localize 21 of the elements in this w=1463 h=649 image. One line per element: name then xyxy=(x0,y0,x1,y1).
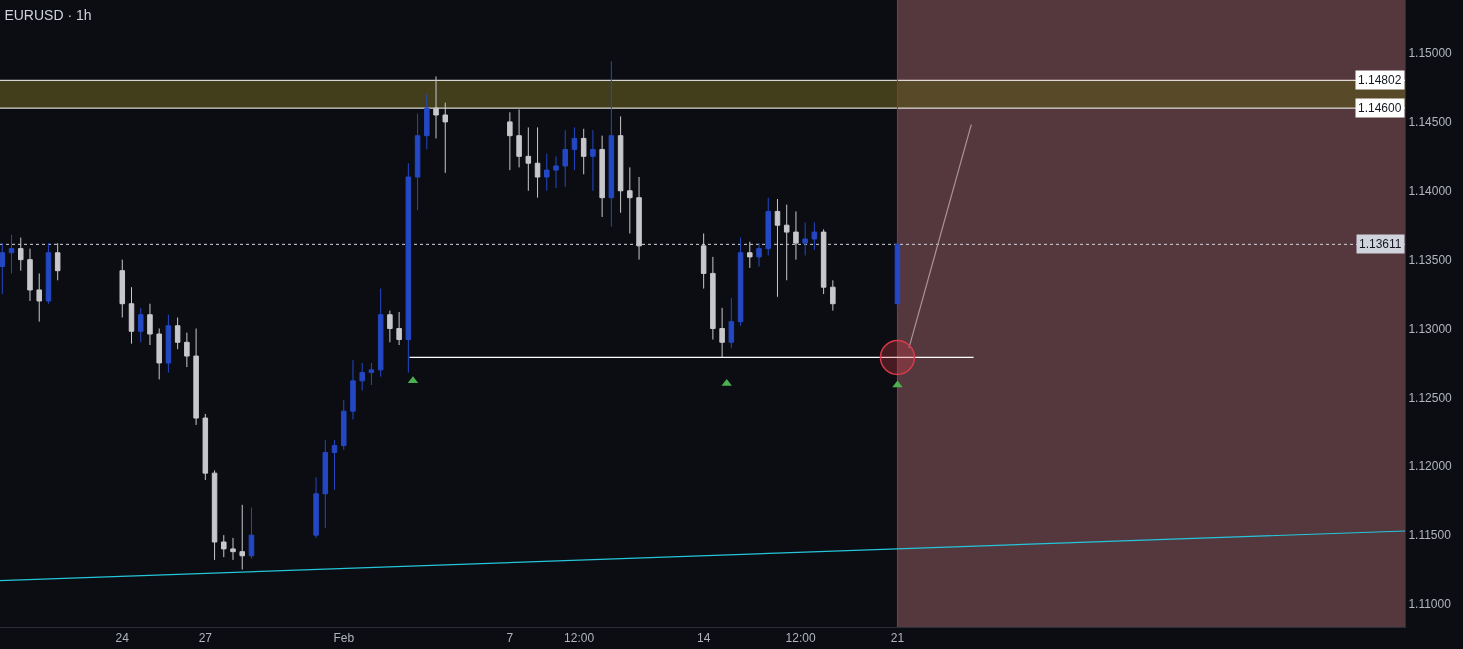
x-tick-label: 24 xyxy=(115,631,130,646)
x-tick-label: 7 xyxy=(506,631,514,646)
y-tick-label: 1.13500 xyxy=(1408,252,1453,267)
x-tick-label: 21 xyxy=(890,631,905,646)
y-tick-label: 1.11500 xyxy=(1408,528,1452,543)
y-tick-label: 1.12500 xyxy=(1408,390,1453,405)
y-tick-label: 1.15000 xyxy=(1408,46,1453,61)
y-tick-label: 1.13000 xyxy=(1408,321,1453,336)
x-tick-label: 12:00 xyxy=(564,631,595,646)
y-tick-label: 1.14500 xyxy=(1408,115,1453,130)
y-tick-label: 1.12000 xyxy=(1408,459,1453,474)
ref-line-label: 1.13611 xyxy=(1359,237,1402,251)
x-tick-label: 12:00 xyxy=(785,631,816,646)
y-tick-label: 1.11000 xyxy=(1408,597,1452,612)
text: EURUSD · 1h xyxy=(4,6,92,23)
ref-line-label: 1.14600 xyxy=(1358,101,1402,115)
y-tick-label: 1.14000 xyxy=(1408,183,1453,198)
x-tick-label: Feb xyxy=(333,631,355,646)
x-tick-label: 27 xyxy=(198,631,213,646)
ref-line-label: 1.14802 xyxy=(1358,73,1402,87)
x-tick-label: 14 xyxy=(696,631,711,646)
